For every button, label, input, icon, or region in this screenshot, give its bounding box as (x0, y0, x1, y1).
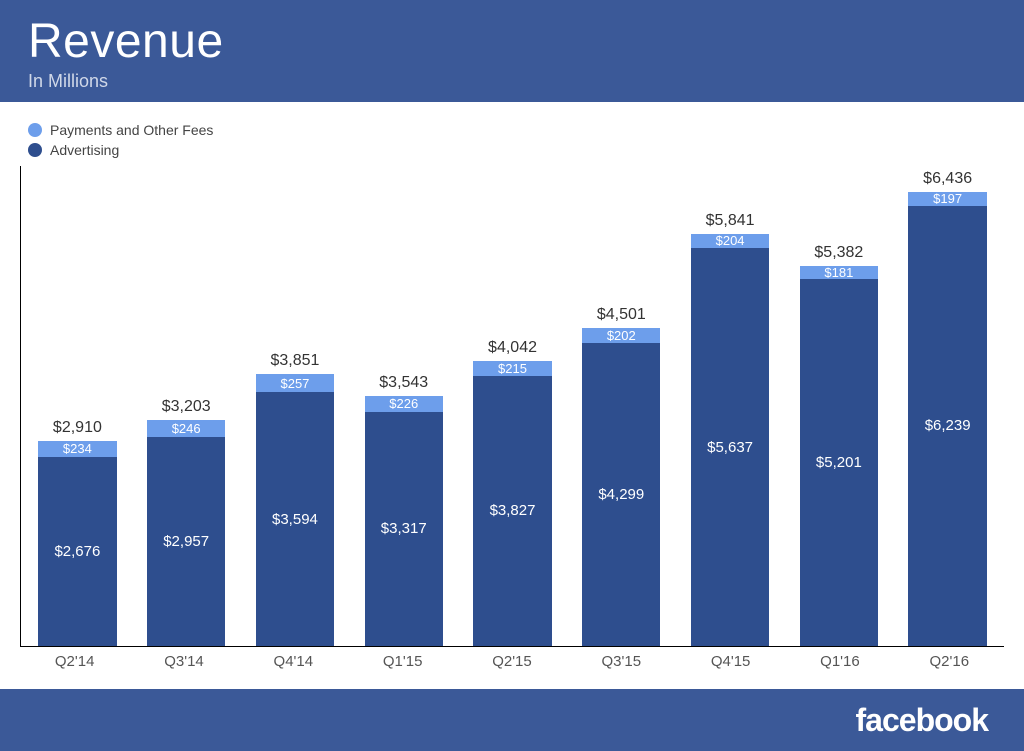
bar-segment-payments: $246 (147, 420, 225, 437)
bar-stack: $234 $2,676 (38, 441, 116, 646)
bar-stack: $181 $5,201 (800, 266, 878, 646)
facebook-logo: facebook (856, 702, 988, 739)
x-axis-tick: Q3'15 (567, 647, 676, 670)
bar-segment-payments: $257 (256, 374, 334, 392)
bar-group: $3,543 $226 $3,317 (349, 166, 458, 646)
bar-total-label: $3,851 (270, 352, 319, 370)
bar-segment-payments: $204 (691, 234, 769, 248)
revenue-slide: Revenue In Millions Payments and Other F… (0, 0, 1024, 751)
bar-segment-advertising-label: $2,957 (163, 533, 209, 550)
legend: Payments and Other Fees Advertising (28, 120, 1004, 160)
bar-total-label: $3,543 (379, 374, 428, 392)
slide-subtitle: In Millions (28, 71, 996, 92)
bar-segment-advertising-label: $3,594 (272, 511, 318, 528)
legend-item-payments: Payments and Other Fees (28, 120, 1004, 140)
bar-segment-payments-label: $257 (280, 376, 309, 391)
bar-segment-advertising-label: $4,299 (598, 486, 644, 503)
bar-stack: $215 $3,827 (473, 361, 551, 646)
bar-segment-advertising-label: $2,676 (54, 543, 100, 560)
x-axis-tick: Q4'14 (239, 647, 348, 670)
chart-area: Payments and Other Fees Advertising $2,9… (0, 102, 1024, 681)
bar-segment-advertising: $3,827 (473, 376, 551, 646)
bar-segment-payments: $226 (365, 396, 443, 412)
footer-gap (0, 681, 1024, 689)
bar-segment-advertising: $6,239 (908, 206, 986, 646)
bar-total-label: $5,382 (814, 244, 863, 262)
x-axis-tick: Q1'15 (348, 647, 457, 670)
bar-segment-advertising: $2,957 (147, 437, 225, 646)
legend-label-advertising: Advertising (50, 142, 119, 158)
x-axis-tick: Q4'15 (676, 647, 785, 670)
bar-segment-payments-label: $226 (389, 396, 418, 411)
bar-segment-advertising: $3,594 (256, 392, 334, 646)
bar-stack: $246 $2,957 (147, 420, 225, 646)
x-axis-tick: Q3'14 (129, 647, 238, 670)
bar-stack: $197 $6,239 (908, 192, 986, 646)
bar-segment-advertising-label: $3,317 (381, 520, 427, 537)
legend-label-payments: Payments and Other Fees (50, 122, 213, 138)
bar-segment-payments: $234 (38, 441, 116, 458)
bar-group: $5,382 $181 $5,201 (784, 166, 893, 646)
bar-stack: $204 $5,637 (691, 234, 769, 646)
slide-title: Revenue (28, 14, 996, 69)
legend-swatch-advertising (28, 143, 42, 157)
bar-total-label: $6,436 (923, 170, 972, 188)
bar-segment-advertising-label: $5,637 (707, 439, 753, 456)
x-axis-tick: Q2'15 (457, 647, 566, 670)
bar-segment-advertising: $5,637 (691, 248, 769, 646)
bar-segment-advertising: $5,201 (800, 279, 878, 646)
bar-segment-advertising: $3,317 (365, 412, 443, 646)
slide-header: Revenue In Millions (0, 0, 1024, 102)
bar-stack: $257 $3,594 (256, 374, 334, 646)
plot: $2,910 $234 $2,676 $3,203 $246 $2,957 $3,851 $2… (20, 166, 1004, 673)
bar-segment-payments: $215 (473, 361, 551, 376)
bar-segment-payments-label: $246 (172, 421, 201, 436)
bar-group: $2,910 $234 $2,676 (23, 166, 132, 646)
x-axis-tick: Q2'16 (895, 647, 1004, 670)
legend-item-advertising: Advertising (28, 140, 1004, 160)
bar-segment-advertising: $2,676 (38, 457, 116, 646)
bar-total-label: $4,042 (488, 339, 537, 357)
bar-group: $3,851 $257 $3,594 (241, 166, 350, 646)
slide-footer: facebook (0, 689, 1024, 751)
bar-stack: $202 $4,299 (582, 328, 660, 646)
bar-segment-advertising-label: $3,827 (490, 502, 536, 519)
bar-total-label: $4,501 (597, 306, 646, 324)
bars-container: $2,910 $234 $2,676 $3,203 $246 $2,957 $3,851 $2… (20, 166, 1004, 647)
x-axis-tick: Q1'16 (785, 647, 894, 670)
bar-total-label: $3,203 (162, 398, 211, 416)
bar-segment-advertising: $4,299 (582, 343, 660, 646)
bar-group: $5,841 $204 $5,637 (676, 166, 785, 646)
bar-segment-payments-label: $202 (607, 328, 636, 342)
bar-group: $4,042 $215 $3,827 (458, 166, 567, 646)
bar-segment-payments: $202 (582, 328, 660, 342)
bar-group: $4,501 $202 $4,299 (567, 166, 676, 646)
bar-segment-payments-label: $215 (498, 361, 527, 376)
bar-segment-payments: $181 (800, 266, 878, 279)
x-axis-tick: Q2'14 (20, 647, 129, 670)
bar-total-label: $5,841 (706, 212, 755, 230)
bar-segment-advertising-label: $5,201 (816, 454, 862, 471)
bar-segment-advertising-label: $6,239 (925, 417, 971, 434)
bar-segment-payments-label: $234 (63, 441, 92, 456)
bar-segment-payments-label: $181 (824, 266, 853, 279)
x-axis: Q2'14Q3'14Q4'14Q1'15Q2'15Q3'15Q4'15Q1'16… (20, 647, 1004, 673)
bar-stack: $226 $3,317 (365, 396, 443, 646)
bar-group: $3,203 $246 $2,957 (132, 166, 241, 646)
bar-group: $6,436 $197 $6,239 (893, 166, 1002, 646)
bar-segment-payments-label: $204 (716, 234, 745, 248)
bar-segment-payments-label: $197 (933, 192, 962, 206)
bar-segment-payments: $197 (908, 192, 986, 206)
legend-swatch-payments (28, 123, 42, 137)
bar-total-label: $2,910 (53, 419, 102, 437)
